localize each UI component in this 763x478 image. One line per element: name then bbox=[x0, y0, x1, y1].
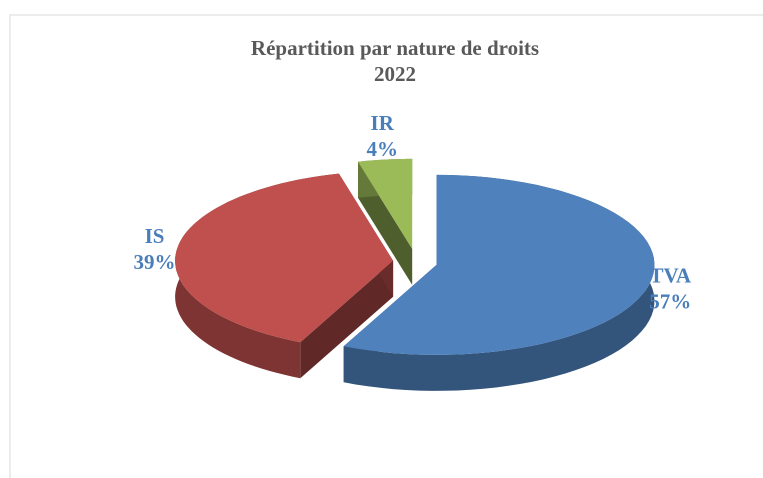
slice-top bbox=[175, 173, 394, 343]
slice-value-label: 4% bbox=[366, 137, 398, 161]
slice-value-label: 39% bbox=[134, 250, 176, 274]
slice-category-label: IS bbox=[145, 224, 165, 248]
slice-top bbox=[358, 158, 413, 249]
slice-category-label: IR bbox=[371, 111, 395, 135]
chart-frame bbox=[9, 14, 763, 478]
slice-value-label: 57% bbox=[649, 289, 691, 313]
slice-category-label: TVA bbox=[649, 263, 691, 287]
chart-subtitle: 2022 bbox=[374, 62, 416, 86]
slice-top bbox=[343, 174, 655, 355]
slice-side bbox=[300, 260, 394, 379]
chart-title: Répartition par nature de droits bbox=[251, 36, 539, 60]
